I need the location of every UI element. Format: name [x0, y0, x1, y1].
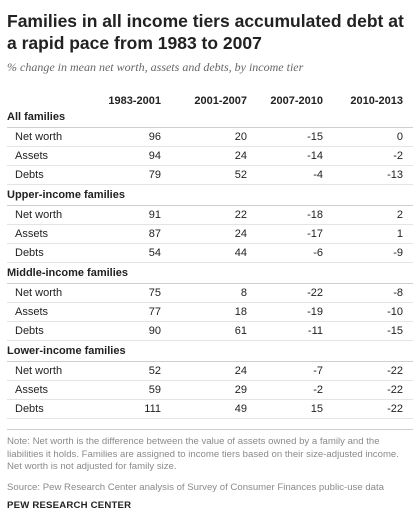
table-cell: -2: [333, 146, 413, 166]
table-cell: -10: [333, 302, 413, 322]
table-cell: -13: [333, 165, 413, 185]
table-row: Assets 77 18 -19 -10: [7, 302, 413, 322]
table-cell: 75: [73, 283, 171, 303]
table-row: Net worth 96 20 -15 0: [7, 127, 413, 147]
table-cell: -15: [333, 321, 413, 341]
table-row: Assets 59 29 -2 -22: [7, 380, 413, 400]
column-header: 2007-2010: [270, 95, 323, 107]
table-cell: -18: [257, 205, 333, 225]
footnote: Note: Net worth is the difference betwee…: [7, 429, 413, 474]
table-cell: -4: [257, 165, 333, 185]
table-cell: 77: [73, 302, 171, 322]
table-cell: -11: [257, 321, 333, 341]
table-cell: 44: [171, 243, 257, 263]
table-cell: -22: [257, 283, 333, 303]
group-label: All families: [7, 107, 413, 128]
header-blank: [7, 89, 73, 107]
table-row: Debts 54 44 -6 -9: [7, 243, 413, 263]
brand-logo-text: PEW RESEARCH CENTER: [7, 499, 132, 511]
row-label: Assets: [7, 380, 73, 400]
row-label: Assets: [7, 224, 73, 244]
header-row: 1983-2001 2001-2007 2007-2010 2010-2013: [7, 89, 413, 107]
table-row: Debts 111 49 15 -22: [7, 399, 413, 419]
table-cell: 52: [73, 361, 171, 381]
row-label: Net worth: [7, 205, 73, 225]
figure-title: Families in all income tiers accumulated…: [7, 11, 404, 53]
table-cell: 2: [333, 205, 413, 225]
table-cell: 79: [73, 165, 171, 185]
table-cell: -15: [257, 127, 333, 147]
table-cell: -7: [257, 361, 333, 381]
row-label: Net worth: [7, 283, 73, 303]
group-label: Upper-income families: [7, 184, 413, 206]
data-table: 1983-2001 2001-2007 2007-2010 2010-2013 …: [7, 89, 413, 419]
row-label: Assets: [7, 302, 73, 322]
group-header-row: Lower-income families: [7, 340, 413, 362]
table-row: Assets 94 24 -14 -2: [7, 146, 413, 166]
group-label: Middle-income families: [7, 262, 413, 284]
figure-subtitle: % change in mean net worth, assets and d…: [7, 60, 304, 74]
row-label: Debts: [7, 399, 73, 419]
table-cell: 94: [73, 146, 171, 166]
table-cell: 0: [333, 127, 413, 147]
group-header-row: Middle-income families: [7, 262, 413, 284]
source-line: Source: Pew Research Center analysis of …: [7, 481, 385, 493]
table-cell: 20: [171, 127, 257, 147]
table-cell: 87: [73, 224, 171, 244]
table-cell: -6: [257, 243, 333, 263]
table-row: Assets 87 24 -17 1: [7, 224, 413, 244]
table-cell: -22: [333, 380, 413, 400]
table-cell: 29: [171, 380, 257, 400]
table-cell: 24: [171, 361, 257, 381]
table-cell: -2: [257, 380, 333, 400]
row-label: Net worth: [7, 127, 73, 147]
table-body: All families Net worth 96 20 -15 0 Assets 94 24-…: [7, 107, 413, 419]
table-cell: 96: [73, 127, 171, 147]
table-row: Net worth 75 8 -22 -8: [7, 283, 413, 303]
table-cell: 90: [73, 321, 171, 341]
table-cell: -22: [333, 361, 413, 381]
column-header: 1983-2001: [108, 95, 161, 107]
table-cell: 22: [171, 205, 257, 225]
table-cell: 8: [171, 283, 257, 303]
row-label: Debts: [7, 321, 73, 341]
group-header-row: Upper-income families: [7, 184, 413, 206]
table-cell: 24: [171, 146, 257, 166]
table-row: Debts 90 61 -11 -15: [7, 321, 413, 341]
table-row: Debts 79 52 -4 -13: [7, 165, 413, 185]
table-row: Net worth 91 22 -18 2: [7, 205, 413, 225]
table-cell: 18: [171, 302, 257, 322]
group-header-row: All families: [7, 107, 413, 128]
table-cell: 1: [333, 224, 413, 244]
table-cell: 59: [73, 380, 171, 400]
row-label: Debts: [7, 243, 73, 263]
table-cell: 111: [73, 399, 171, 419]
table-cell: 61: [171, 321, 257, 341]
row-label: Assets: [7, 146, 73, 166]
table-cell: -22: [333, 399, 413, 419]
table-cell: 54: [73, 243, 171, 263]
table-cell: -9: [333, 243, 413, 263]
table-cell: 24: [171, 224, 257, 244]
table-row: Net worth 52 24 -7 -22: [7, 361, 413, 381]
row-label: Net worth: [7, 361, 73, 381]
group-label: Lower-income families: [7, 340, 413, 362]
table-cell: -17: [257, 224, 333, 244]
table-cell: -19: [257, 302, 333, 322]
column-header: 2010-2013: [350, 95, 403, 107]
row-label: Debts: [7, 165, 73, 185]
table-cell: 91: [73, 205, 171, 225]
table-cell: -14: [257, 146, 333, 166]
column-header: 2001-2007: [194, 95, 247, 107]
table-cell: -8: [333, 283, 413, 303]
table-cell: 52: [171, 165, 257, 185]
table-cell: 49: [171, 399, 257, 419]
table-cell: 15: [257, 399, 333, 419]
